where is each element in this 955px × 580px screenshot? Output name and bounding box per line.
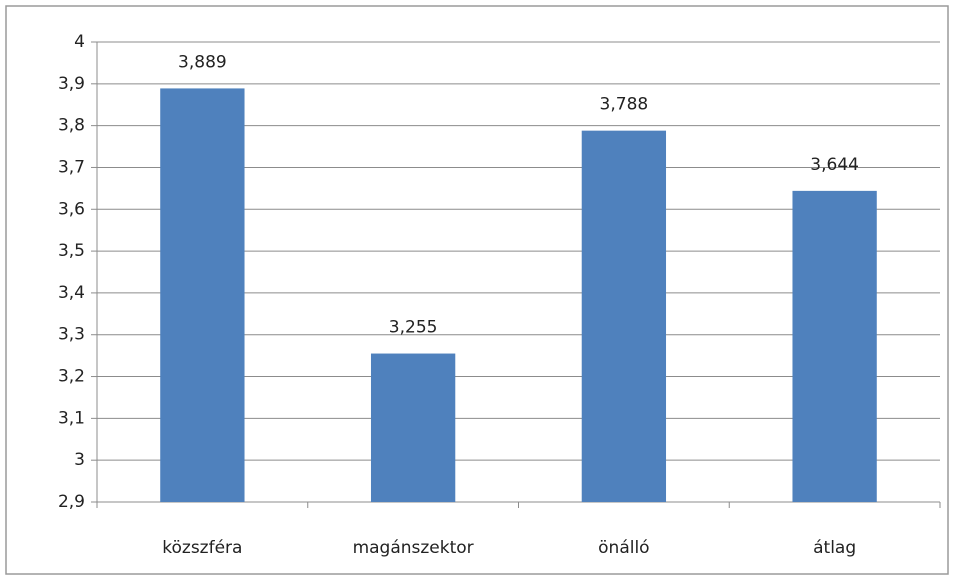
data-label: 3,788 [600,95,649,115]
data-label: 3,255 [389,318,438,338]
x-tick-label: magánszektor [353,538,474,558]
y-tick-label: 3 [74,450,85,470]
y-tick-label: 3,4 [58,283,85,303]
bar [160,88,245,502]
x-tick-label: önálló [598,538,649,558]
y-tick-label: 3,8 [58,116,85,136]
y-tick-label: 3,1 [58,408,85,428]
bar [581,130,667,502]
x-tick-label: közszféra [162,538,242,558]
bar [370,353,456,502]
y-tick-label: 3,2 [58,367,85,387]
bar [792,190,877,502]
data-label: 3,889 [178,52,227,72]
y-tick-label: 3,5 [58,241,85,261]
y-tick-label: 3,6 [58,199,85,219]
y-tick-label: 3,3 [58,325,85,345]
y-tick-label: 4 [74,32,85,52]
x-tick-label: átlag [813,538,856,558]
y-tick-label: 3,9 [58,74,85,94]
data-label: 3,644 [810,155,859,175]
y-tick-label: 3,7 [58,157,85,177]
y-tick-label: 2,9 [58,492,85,512]
